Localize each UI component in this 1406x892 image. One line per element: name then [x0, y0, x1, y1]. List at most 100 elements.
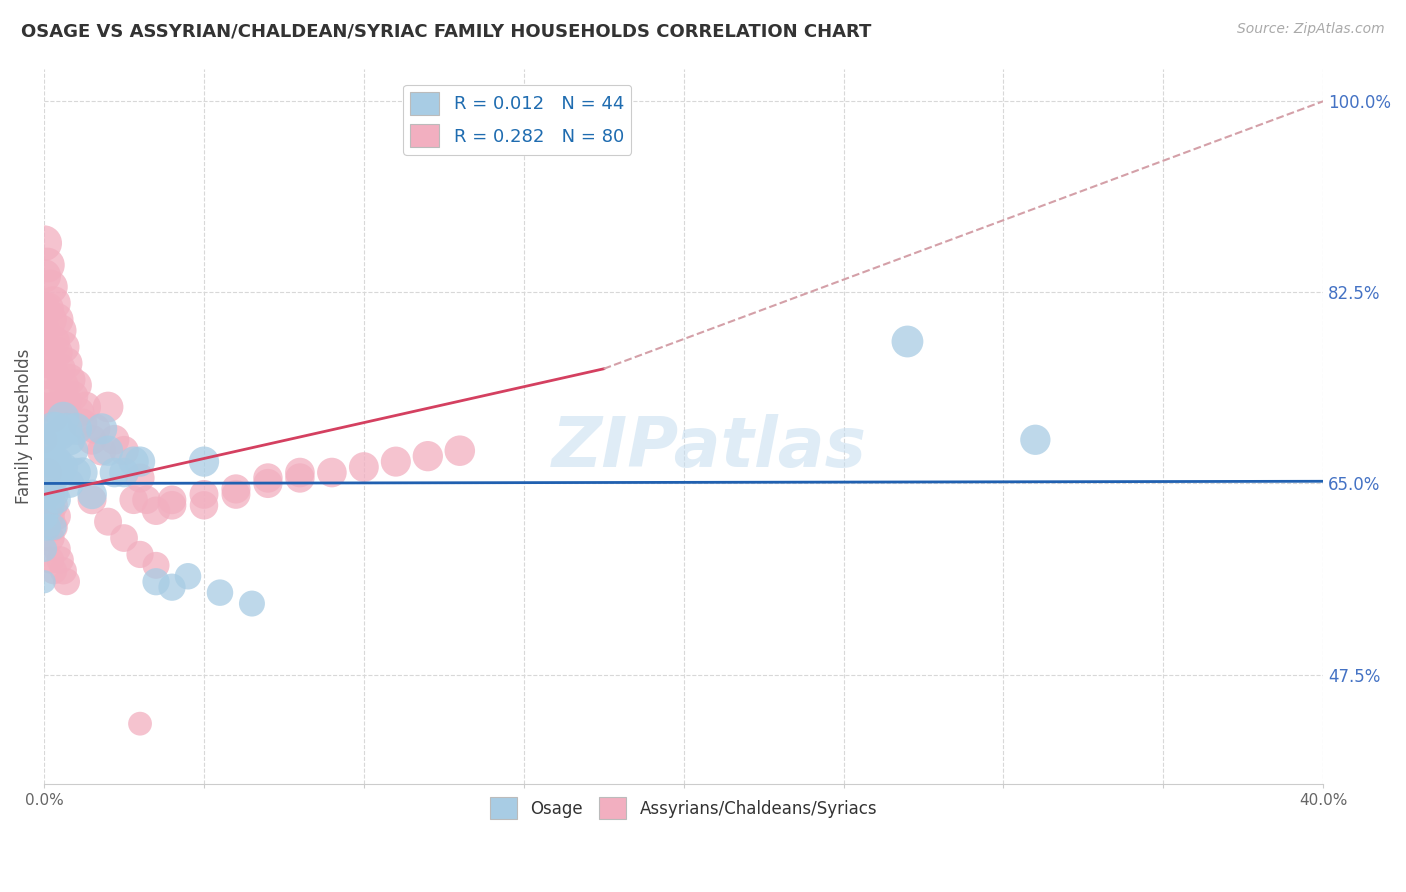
Point [416, 449, 439, 463]
Point [59, 433, 82, 447]
Point [45, 509, 67, 524]
Point [59, 476, 82, 491]
Point [129, 716, 152, 731]
Point [321, 466, 343, 480]
Point [65, 422, 87, 436]
Point [97, 515, 120, 529]
Point [52, 460, 75, 475]
Point [65, 466, 87, 480]
Point [45, 422, 67, 436]
Point [112, 531, 135, 545]
Point [42, 296, 65, 310]
Point [39, 312, 62, 326]
Point [52, 564, 75, 578]
Point [42, 455, 65, 469]
Point [49, 553, 72, 567]
Point [45, 541, 67, 556]
Point [288, 466, 311, 480]
Point [32, 368, 55, 382]
Point [32, 443, 55, 458]
Point [67, 405, 90, 419]
Point [32, 301, 55, 316]
Point [49, 400, 72, 414]
Point [42, 564, 65, 578]
Point [42, 422, 65, 436]
Point [32, 400, 55, 414]
Point [257, 476, 280, 491]
Point [72, 466, 94, 480]
Point [103, 433, 125, 447]
Point [45, 384, 67, 398]
Point [32, 574, 55, 589]
Point [49, 427, 72, 442]
Point [39, 487, 62, 501]
Point [353, 460, 375, 475]
Point [45, 312, 67, 326]
Point [39, 553, 62, 567]
Point [39, 280, 62, 294]
Point [32, 268, 55, 283]
Point [65, 378, 87, 392]
Point [37, 487, 59, 501]
Point [90, 443, 112, 458]
Point [129, 548, 152, 562]
Point [55, 356, 77, 370]
Point [208, 585, 231, 599]
Point [32, 236, 55, 251]
Point [1024, 433, 1046, 447]
Point [45, 345, 67, 359]
Point [39, 356, 62, 370]
Point [39, 531, 62, 545]
Point [225, 487, 247, 501]
Point [37, 466, 59, 480]
Point [39, 498, 62, 512]
Point [52, 378, 75, 392]
Point [52, 411, 75, 425]
Text: Source: ZipAtlas.com: Source: ZipAtlas.com [1237, 22, 1385, 37]
Point [49, 361, 72, 376]
Point [49, 466, 72, 480]
Point [145, 504, 167, 518]
Point [37, 301, 59, 316]
Point [122, 492, 145, 507]
Point [103, 466, 125, 480]
Point [449, 443, 471, 458]
Point [39, 509, 62, 524]
Point [177, 569, 200, 583]
Point [37, 389, 59, 403]
Point [97, 400, 120, 414]
Point [122, 455, 145, 469]
Text: ZIPatlas: ZIPatlas [551, 414, 866, 481]
Point [135, 492, 157, 507]
Y-axis label: Family Households: Family Households [15, 349, 32, 504]
Point [32, 476, 55, 491]
Point [129, 471, 152, 485]
Point [112, 443, 135, 458]
Point [129, 455, 152, 469]
Point [288, 471, 311, 485]
Point [37, 455, 59, 469]
Point [80, 433, 103, 447]
Point [72, 417, 94, 431]
Point [42, 487, 65, 501]
Point [45, 492, 67, 507]
Point [160, 498, 183, 512]
Point [896, 334, 918, 349]
Point [145, 574, 167, 589]
Point [90, 422, 112, 436]
Legend: Osage, Assyrians/Chaldeans/Syriacs: Osage, Assyrians/Chaldeans/Syriacs [484, 790, 884, 825]
Point [160, 492, 183, 507]
Point [193, 498, 215, 512]
Point [32, 433, 55, 447]
Point [145, 558, 167, 573]
Point [112, 466, 135, 480]
Point [59, 373, 82, 387]
Point [52, 340, 75, 354]
Point [45, 455, 67, 469]
Point [32, 324, 55, 338]
Point [62, 443, 84, 458]
Point [80, 492, 103, 507]
Point [55, 574, 77, 589]
Point [193, 487, 215, 501]
Point [80, 487, 103, 501]
